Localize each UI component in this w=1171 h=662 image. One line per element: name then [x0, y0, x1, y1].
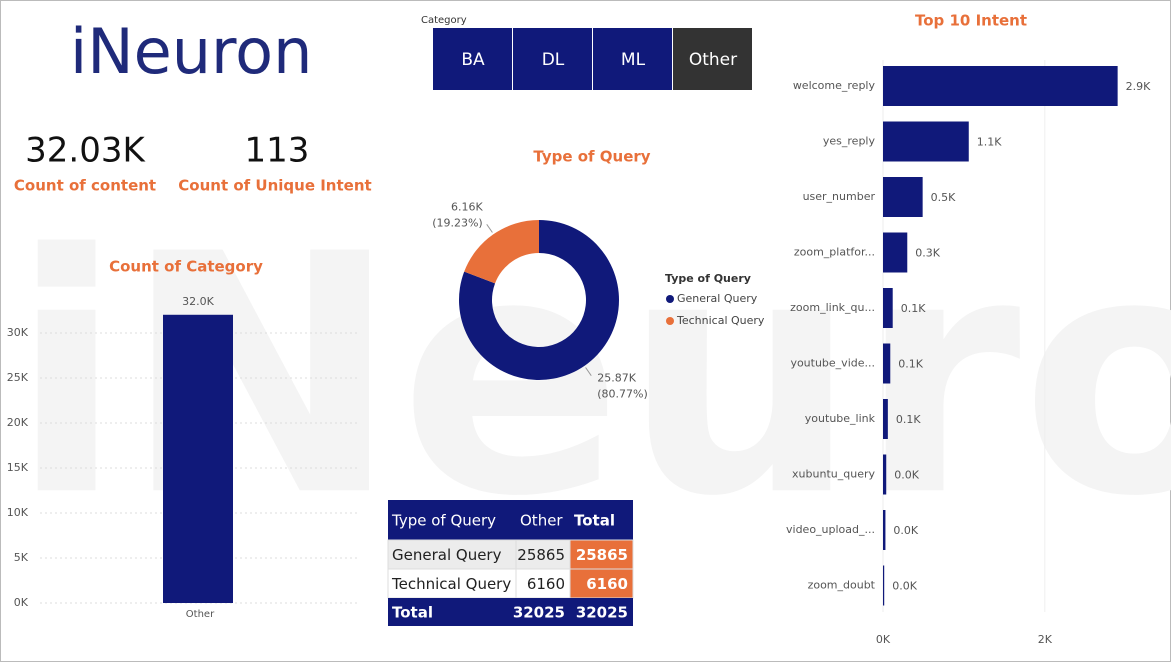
slicer-button[interactable] [593, 28, 672, 90]
value-label: 0.3K [915, 247, 940, 260]
legend-label: General Query [677, 292, 758, 305]
bar [883, 343, 891, 384]
logo: iNeuron [70, 15, 312, 88]
slicer-title: Category [421, 15, 467, 26]
chart-title: Top 10 Intent [915, 12, 1027, 30]
value-label: 25.87K [597, 372, 636, 385]
table-text: 6160 [586, 575, 628, 593]
table-cell [388, 598, 516, 626]
slicer-label: ML [621, 50, 646, 70]
bar [883, 288, 893, 328]
bar [163, 314, 233, 603]
table-text: 6160 [527, 575, 565, 593]
legend-label: Technical Query [676, 314, 765, 327]
slicer-label: DL [542, 50, 565, 70]
bar [883, 232, 908, 273]
y-tick-label: 25K [7, 371, 29, 384]
table-cell [387, 539, 517, 570]
x-tick-label: Other [186, 609, 215, 620]
legend-marker [666, 295, 674, 303]
table-text: Total [392, 604, 433, 622]
y-tick-label: 0K [14, 596, 29, 609]
table-text: Type of Query [391, 512, 496, 530]
y-tick-label: user_number [803, 190, 876, 203]
value-label: 1.1K [977, 136, 1002, 149]
value-label: 0.1K [898, 358, 923, 371]
bar [883, 510, 886, 550]
donut-slice [464, 220, 539, 284]
bar [883, 399, 888, 439]
y-tick-label: 15K [7, 461, 29, 474]
y-tick-label: welcome_reply [793, 79, 876, 92]
table-text: Total [574, 512, 615, 530]
x-tick-label: 0K [876, 633, 891, 646]
value-label: 0.1K [901, 302, 926, 315]
percent-label: (80.77%) [597, 388, 648, 401]
x-tick-label: 2K [1038, 633, 1053, 646]
percent-label: (19.23%) [432, 216, 483, 229]
table-text: Technical Query [391, 575, 511, 593]
table-cell [516, 598, 570, 626]
table-text: Other [520, 512, 563, 530]
table-text: 32025 [576, 604, 628, 622]
y-tick-label: xubuntu_query [792, 468, 875, 481]
table-text: General Query [392, 546, 502, 564]
y-tick-label: youtube_vide... [790, 357, 875, 370]
value-label: 6.16K [451, 200, 483, 213]
slicer-button[interactable] [433, 28, 512, 90]
y-tick-label: 10K [7, 506, 29, 519]
donut-slice [459, 220, 619, 380]
table-cell [570, 500, 633, 540]
legend-marker [666, 317, 674, 325]
bar [883, 454, 887, 495]
value-label: 0.0K [892, 580, 917, 593]
slicer-label: Other [689, 50, 737, 70]
bar [883, 66, 1118, 106]
slicer-label: BA [461, 50, 485, 70]
y-tick-label: video_upload_... [786, 523, 875, 536]
y-tick-label: zoom_link_qu... [790, 301, 875, 314]
table-text: 25865 [576, 546, 628, 564]
kpi-value: 113 [245, 131, 310, 171]
value-label: 0.1K [896, 413, 921, 426]
chart-title: Type of Query [533, 148, 650, 166]
table-text: 32025 [513, 604, 565, 622]
kpi-label: Count of content [14, 177, 156, 195]
kpi-value: 32.03K [25, 131, 146, 171]
table-cell [570, 598, 633, 626]
leader-line [585, 367, 592, 376]
bar [883, 565, 885, 606]
y-tick-label: zoom_platfor... [794, 246, 875, 259]
y-tick-label: 5K [14, 551, 29, 564]
table-text: 25865 [517, 546, 565, 564]
legend-title: Type of Query [665, 272, 751, 285]
slicer-button[interactable] [513, 28, 592, 90]
value-label: 0.0K [893, 524, 918, 537]
bar [883, 177, 923, 217]
value-label: 2.9K [1126, 80, 1151, 93]
value-label: 32.0K [182, 295, 214, 308]
table-cell [569, 539, 634, 570]
value-label: 0.5K [931, 191, 956, 204]
slicer-button[interactable] [673, 28, 752, 90]
leader-line [486, 224, 493, 233]
y-tick-label: youtube_link [805, 412, 876, 425]
table-cell [516, 500, 570, 540]
y-tick-label: 20K [7, 416, 29, 429]
kpi-label: Count of Unique Intent [178, 177, 371, 195]
y-tick-label: 30K [7, 326, 29, 339]
table-cell [388, 500, 516, 540]
bar [883, 121, 969, 162]
value-label: 0.0K [894, 469, 919, 482]
table-cell [515, 568, 571, 599]
y-tick-label: yes_reply [823, 135, 876, 148]
chart-title: Count of Category [109, 258, 263, 276]
y-tick-label: zoom_doubt [808, 579, 876, 592]
